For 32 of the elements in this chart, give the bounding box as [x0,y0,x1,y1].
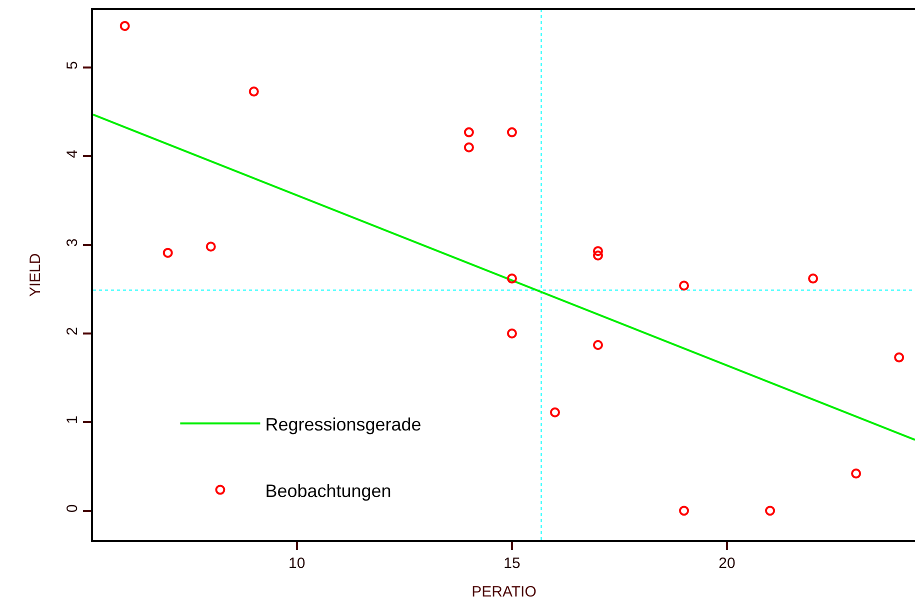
x-axis-title: PERATIO [472,584,536,600]
y-tick-label: 0 [64,504,81,513]
point [679,506,690,516]
point [506,274,517,284]
point [248,86,259,97]
point [506,328,517,338]
point [506,127,517,138]
point [206,242,216,252]
point [679,280,690,291]
x-tick-label: 20 [718,555,736,572]
point [464,142,474,152]
point [592,246,603,256]
y-tick-label: 5 [64,61,81,70]
legend-label: Beobachtungen [265,480,392,501]
y-tick-label: 4 [64,150,81,158]
point [464,127,474,138]
point [765,506,776,516]
point [592,250,603,260]
point [808,274,818,284]
point [851,468,862,479]
point [550,407,560,418]
legend-label: Regressionsgerade [265,414,422,434]
y-tick-label: 1 [64,416,81,424]
y-axis-title: YIELD [26,253,44,297]
point [592,340,603,350]
point [120,20,130,31]
point [162,248,173,258]
x-tick-label: 10 [288,555,306,572]
point [894,352,904,362]
y-tick-label: 2 [64,327,81,336]
x-tick-label: 15 [504,555,520,572]
y-tick-label: 3 [64,238,81,247]
